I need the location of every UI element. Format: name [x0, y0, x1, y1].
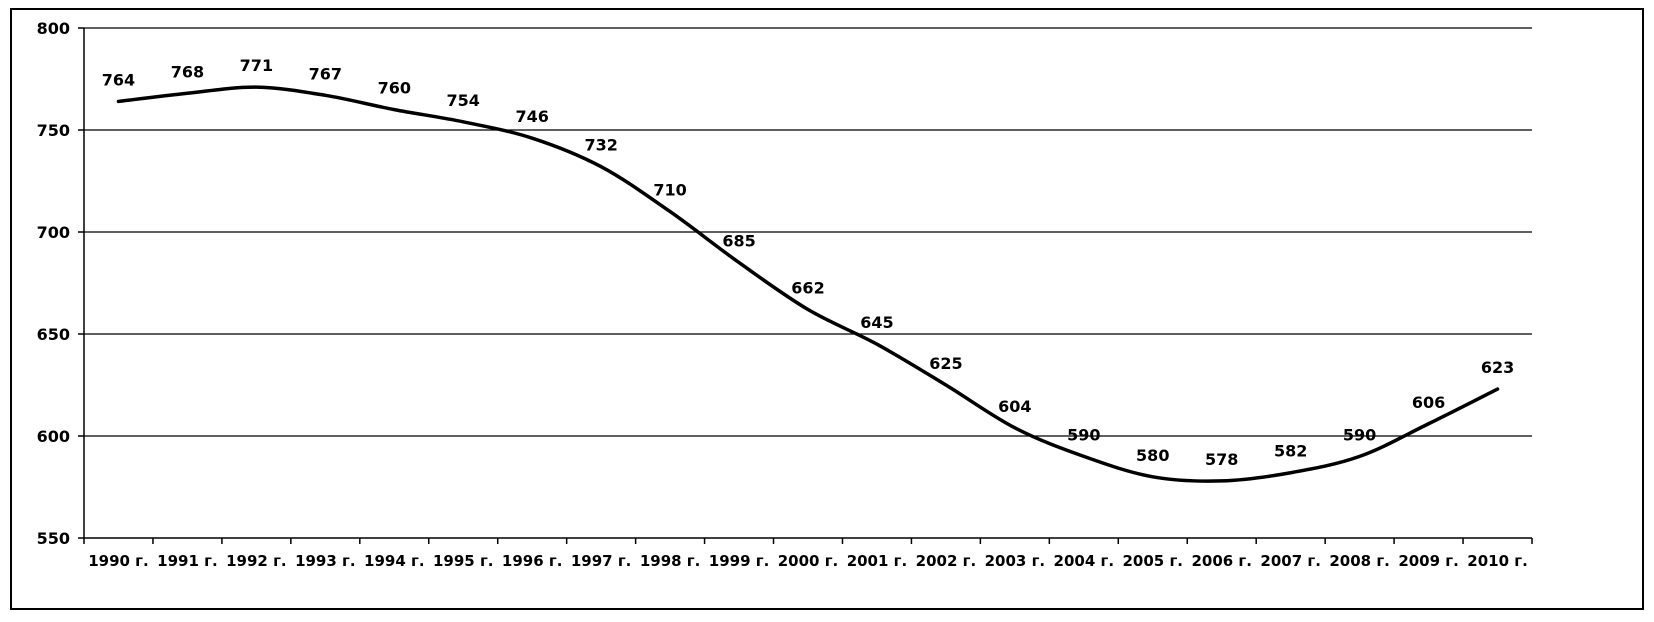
y-tick-label: 700 — [37, 223, 70, 242]
data-label: 645 — [860, 313, 893, 332]
data-label: 625 — [929, 354, 962, 373]
x-tick-label: 1993 г. — [295, 552, 356, 570]
x-tick-label: 1992 г. — [226, 552, 287, 570]
y-tick-layer: 550 600 650 700 750 800 — [37, 19, 70, 548]
x-tick-label: 2003 г. — [985, 552, 1046, 570]
data-label: 623 — [1481, 358, 1514, 377]
data-label: 580 — [1136, 446, 1169, 465]
data-label: 746 — [515, 107, 548, 126]
x-tick-label: 2007 г. — [1260, 552, 1321, 570]
x-tick-label: 1990 г. — [88, 552, 149, 570]
data-label: 764 — [102, 70, 135, 89]
data-label: 685 — [722, 232, 755, 251]
x-tick-label: 2009 г. — [1398, 552, 1459, 570]
data-label: 710 — [653, 181, 686, 200]
data-label: 760 — [378, 79, 411, 98]
x-tick-label: 1995 г. — [433, 552, 494, 570]
x-tick-label: 2008 г. — [1329, 552, 1390, 570]
data-label: 590 — [1067, 425, 1100, 444]
x-tick-label: 1998 г. — [640, 552, 701, 570]
x-tick-label: 1991 г. — [157, 552, 218, 570]
x-tick-label: 2005 г. — [1123, 552, 1184, 570]
x-tick-label: 2002 г. — [916, 552, 977, 570]
data-label: 606 — [1412, 393, 1445, 412]
x-tick-label: 1994 г. — [364, 552, 425, 570]
data-label: 662 — [791, 279, 824, 298]
x-tick-label: 2001 г. — [847, 552, 908, 570]
data-label: 768 — [171, 62, 204, 81]
series-layer — [116, 85, 1500, 483]
data-label: 590 — [1343, 425, 1376, 444]
data-label: 582 — [1274, 442, 1307, 461]
x-tick-label: 2006 г. — [1191, 552, 1252, 570]
series-line-0 — [116, 85, 1500, 483]
data-label: 604 — [998, 397, 1031, 416]
x-tick-label: 2000 г. — [778, 552, 839, 570]
data-label: 754 — [447, 91, 480, 110]
chart-frame — [10, 8, 1644, 610]
data-label: 732 — [584, 136, 617, 155]
data-label: 578 — [1205, 450, 1238, 469]
y-tick-label: 600 — [37, 427, 70, 446]
data-label-layer: 764 768 771 767 760 754 746 732 710 685 662 645 625 6… — [102, 56, 1514, 469]
y-tick-label: 650 — [37, 325, 70, 344]
x-tick-label: 1997 г. — [571, 552, 632, 570]
data-label: 771 — [240, 56, 273, 75]
y-tick-label: 750 — [37, 121, 70, 140]
x-tick-label: 1996 г. — [502, 552, 563, 570]
grid-layer — [84, 27, 1532, 437]
axis-layer — [78, 27, 1533, 544]
x-tick-label: 2004 г. — [1054, 552, 1115, 570]
y-tick-label: 550 — [37, 529, 70, 548]
data-label: 767 — [309, 64, 342, 83]
x-tick-label: 2010 г. — [1467, 552, 1528, 570]
x-tick-label: 1999 г. — [709, 552, 770, 570]
x-tick-layer: 1990 г. 1991 г. 1992 г. 1993 г. 1994 г. 1995 … — [88, 552, 1528, 570]
y-tick-label: 800 — [37, 19, 70, 38]
